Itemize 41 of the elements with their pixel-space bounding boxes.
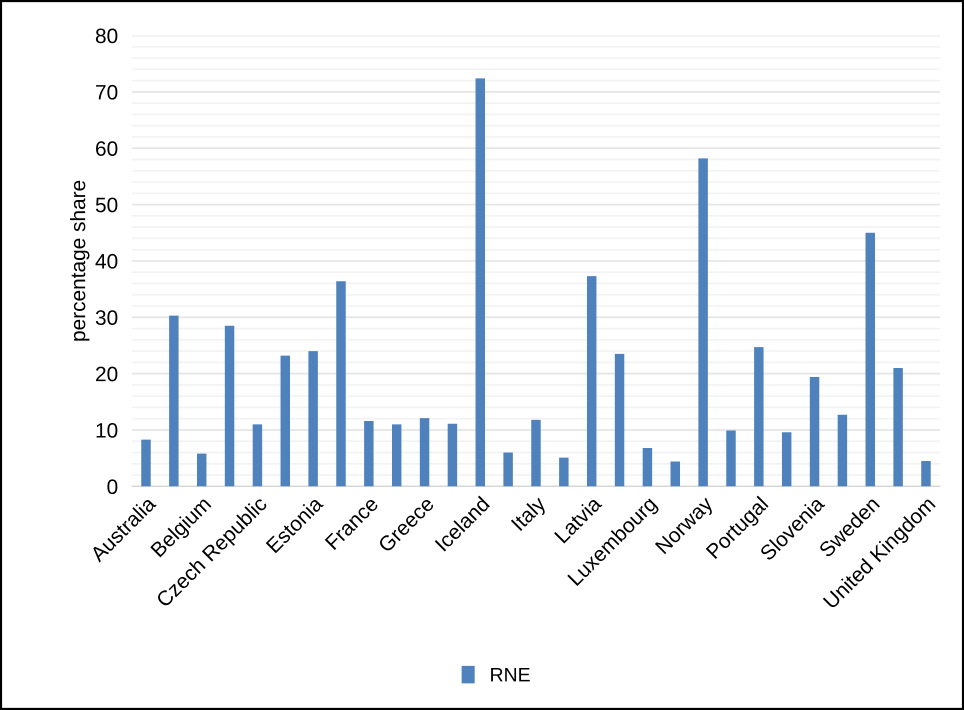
bar [670,462,680,486]
y-tick-label: 0 [107,479,118,494]
y-tick-label: 10 [96,422,118,438]
y-tick-label: 40 [95,254,118,269]
bar [280,356,290,486]
bar [698,158,708,486]
bar [893,368,903,486]
y-axis-title: percentage share [70,180,90,341]
bar [921,460,931,486]
bar [141,440,151,486]
bar [364,420,374,486]
y-tick-label: 50 [96,198,118,212]
bar [252,424,262,486]
bar [810,377,820,486]
bar [196,454,206,486]
legend-label: RNE [491,668,530,682]
bar [782,432,792,486]
bar [336,281,346,486]
bar [448,424,458,486]
bar [224,326,234,486]
bar [169,316,179,486]
bar [308,351,318,486]
x-tick-label: Italy [510,494,550,534]
bar [531,420,541,486]
bar [503,452,513,486]
y-tick-label: 70 [96,84,118,100]
bar [754,347,764,486]
y-tick-label: 60 [96,141,118,156]
bar [614,354,624,486]
bar [866,232,875,486]
bar [726,430,736,486]
bar [838,414,848,486]
bar [586,276,596,486]
bar [642,448,652,486]
bar [559,458,569,486]
bar [420,418,430,486]
y-tick-label: 30 [96,310,118,326]
bar [392,424,402,486]
y-tick-label: 20 [96,366,118,382]
bar [476,78,486,486]
y-tick-label: 80 [96,28,118,44]
